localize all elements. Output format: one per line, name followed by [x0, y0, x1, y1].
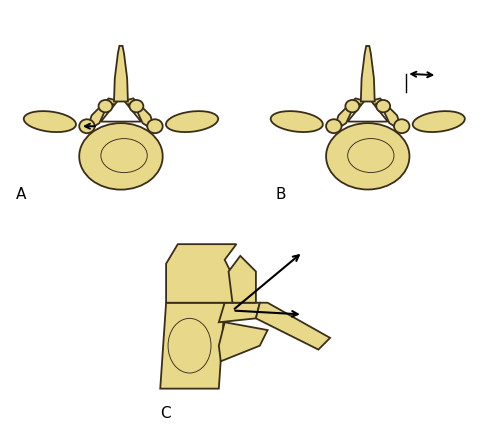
Polygon shape — [348, 97, 388, 121]
Ellipse shape — [79, 123, 163, 190]
Ellipse shape — [99, 100, 112, 112]
Polygon shape — [166, 244, 236, 303]
Ellipse shape — [345, 100, 359, 112]
Ellipse shape — [271, 111, 323, 132]
Ellipse shape — [394, 119, 409, 133]
Text: A: A — [16, 187, 26, 202]
Polygon shape — [114, 46, 128, 102]
Ellipse shape — [326, 123, 409, 190]
Text: B: B — [275, 187, 286, 202]
Polygon shape — [219, 322, 268, 361]
Polygon shape — [219, 303, 260, 322]
Ellipse shape — [326, 119, 342, 133]
Ellipse shape — [24, 111, 76, 132]
Polygon shape — [229, 256, 256, 303]
Polygon shape — [101, 97, 141, 121]
Ellipse shape — [166, 111, 218, 132]
Polygon shape — [361, 46, 374, 102]
Ellipse shape — [376, 100, 390, 112]
Text: C: C — [160, 406, 171, 421]
Ellipse shape — [130, 100, 143, 112]
Ellipse shape — [147, 119, 163, 133]
Ellipse shape — [413, 111, 465, 132]
Polygon shape — [87, 98, 155, 131]
Ellipse shape — [79, 119, 95, 133]
Polygon shape — [334, 98, 402, 131]
Polygon shape — [160, 303, 225, 389]
Polygon shape — [256, 303, 330, 349]
